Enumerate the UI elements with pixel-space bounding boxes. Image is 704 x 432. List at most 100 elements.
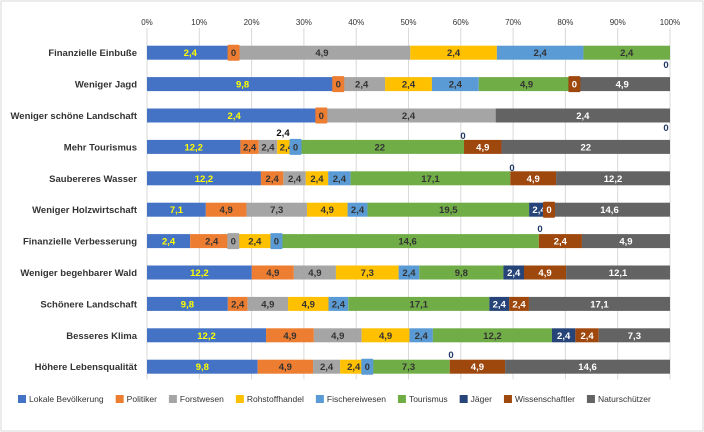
bar-segment	[295, 139, 465, 154]
bar-segment	[538, 234, 582, 249]
zero-label-box	[315, 107, 328, 124]
legend-label: Politiker	[127, 394, 157, 404]
data-label: 12,2	[195, 174, 214, 185]
data-label: 2,4	[288, 174, 302, 185]
data-label: 12,2	[197, 331, 216, 342]
zero-label-box	[227, 233, 240, 250]
data-label: 4,9	[302, 299, 315, 310]
x-tick-label: 70%	[505, 18, 521, 27]
data-label: 17,1	[421, 174, 440, 185]
data-label: 2,4	[576, 111, 590, 122]
bar-segment	[551, 328, 576, 343]
data-label: 2,4	[402, 80, 416, 91]
data-label: 9,8	[181, 299, 194, 310]
bar-segment	[340, 359, 368, 374]
bar-segment	[240, 139, 259, 154]
bar-segment	[205, 202, 247, 217]
data-label: 4,9	[321, 205, 334, 216]
bar-segment	[409, 328, 433, 343]
bar-segment	[495, 108, 670, 123]
legend-swatch	[315, 395, 324, 403]
legend-label: Fischereiwesen	[327, 394, 386, 404]
bar-segment	[276, 234, 539, 249]
bar-segment	[266, 328, 314, 343]
data-label: 0	[572, 80, 577, 91]
data-label: 12,2	[190, 268, 209, 279]
legend-swatch	[586, 395, 595, 403]
data-label: 2,4	[355, 80, 369, 91]
zero-label-box	[568, 76, 581, 93]
bar-segment	[147, 202, 206, 217]
bar-segment	[147, 265, 252, 280]
x-tick-label: 20%	[244, 18, 260, 27]
data-label: 0	[231, 237, 236, 248]
bar-segment	[147, 328, 267, 343]
data-label: 4,9	[308, 268, 321, 279]
data-label: 2,4	[507, 268, 521, 279]
legend-label: Forstwesen	[180, 394, 224, 404]
x-tick-label: 30%	[296, 18, 312, 27]
bar-segment	[509, 296, 529, 311]
zero-label-box	[289, 138, 302, 155]
bar-segment	[147, 296, 228, 311]
data-label: 7,3	[402, 362, 415, 373]
data-label: 4,9	[538, 268, 551, 279]
data-label: 0	[546, 205, 551, 216]
bar-segment	[347, 202, 368, 217]
bar-segment	[147, 45, 234, 60]
data-label: 14,6	[600, 205, 619, 216]
bar-segment	[566, 265, 670, 280]
bar-segment	[147, 77, 339, 92]
bar-segment	[293, 265, 336, 280]
data-label: 17,1	[590, 299, 609, 310]
bar-segment	[147, 234, 191, 249]
data-label: 2,4	[310, 174, 324, 185]
bar-segment	[350, 171, 511, 186]
bar-segment	[505, 359, 670, 374]
x-tick-label: 80%	[557, 18, 573, 27]
data-label: 2,4	[320, 362, 334, 373]
annotation-label: 0	[663, 123, 668, 134]
data-label: 4,9	[616, 80, 629, 91]
data-label: 22	[580, 142, 591, 153]
x-tick-label: 90%	[610, 18, 626, 27]
bar-segment	[247, 296, 289, 311]
data-label: 4,9	[283, 331, 296, 342]
data-label: 12,2	[184, 142, 203, 153]
bar-segment	[335, 265, 399, 280]
data-label: 0	[293, 142, 298, 153]
category-label: Finanzielle Einbuße	[48, 48, 137, 59]
legend-label: Tourismus	[409, 394, 448, 404]
bar-segment	[233, 234, 277, 249]
x-tick-label: 50%	[400, 18, 416, 27]
zero-label-box	[542, 201, 555, 218]
legend-label: Wissenschaftler	[515, 394, 575, 404]
bar-segment	[328, 171, 351, 186]
bar-segment	[227, 296, 248, 311]
bar-segment	[410, 45, 497, 60]
data-label: 4,9	[315, 48, 328, 59]
data-label: 4,9	[266, 268, 279, 279]
bars	[147, 45, 670, 374]
data-label: 2,4	[266, 174, 280, 185]
data-label: 2,4	[184, 48, 198, 59]
legend-swatch	[115, 395, 124, 403]
data-label: 2,4	[402, 268, 416, 279]
bar-segment	[147, 171, 261, 186]
data-label: 22	[374, 142, 385, 153]
bar-segment	[283, 171, 306, 186]
bar-segment	[581, 234, 670, 249]
bar-segment	[328, 296, 349, 311]
data-label: 2,4	[493, 299, 507, 310]
legend-swatch	[168, 395, 177, 403]
legend-swatch	[503, 395, 512, 403]
annotation-label: 0	[448, 350, 453, 361]
data-label: 12,2	[483, 331, 502, 342]
data-label: 0	[274, 237, 279, 248]
bar-segment	[574, 77, 670, 92]
bar-segment	[251, 265, 294, 280]
zero-label-box	[227, 44, 240, 61]
data-label: 4,9	[261, 299, 274, 310]
data-label: 14,6	[578, 362, 597, 373]
